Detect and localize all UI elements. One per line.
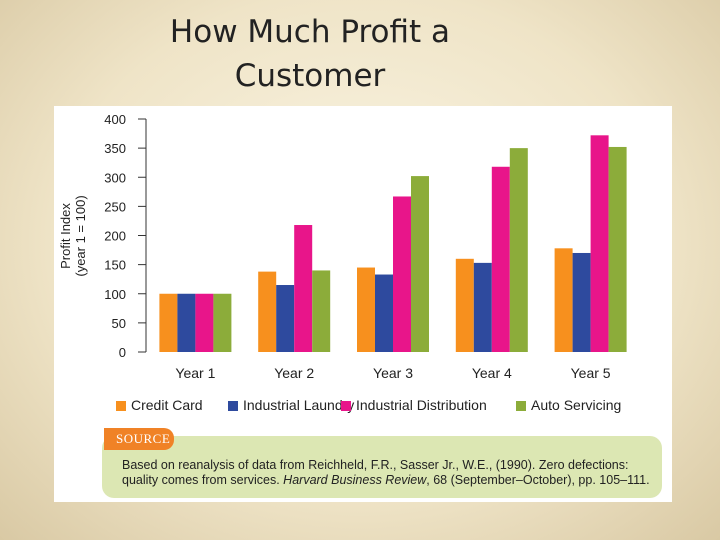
legend-label: Auto Servicing bbox=[531, 397, 622, 413]
y-tick-label: 250 bbox=[104, 199, 126, 214]
slide-title-line-1: How Much Profit a Customer bbox=[169, 14, 451, 94]
source-box bbox=[102, 436, 662, 498]
legend-swatch bbox=[516, 401, 526, 411]
legend-item: Auto Servicing bbox=[516, 397, 621, 413]
bar-industrial-distribution bbox=[590, 135, 609, 352]
bar-industrial-laundry bbox=[276, 285, 295, 352]
bar-auto-servicing bbox=[509, 148, 528, 352]
y-axis-subtitle: (year 1 = 100) bbox=[73, 195, 88, 276]
bar-industrial-distribution bbox=[491, 166, 510, 352]
legend-item: Credit Card bbox=[116, 397, 203, 413]
y-axis-title: Profit Index bbox=[58, 203, 73, 269]
bar-credit-card bbox=[455, 258, 474, 352]
bar-auto-servicing bbox=[411, 176, 429, 352]
source-text-end: , 68 (September–October), pp. 105–111. bbox=[426, 473, 650, 487]
bar-industrial-laundry bbox=[375, 274, 393, 352]
x-tick-label: Year 2 bbox=[274, 365, 314, 381]
y-tick-label: 350 bbox=[104, 141, 126, 156]
bar-industrial-distribution bbox=[294, 225, 313, 352]
legend-swatch bbox=[228, 401, 238, 411]
bar-auto-servicing bbox=[608, 146, 627, 352]
y-tick-label: 200 bbox=[104, 229, 126, 244]
legend-swatch bbox=[116, 401, 126, 411]
y-tick-label: 400 bbox=[104, 112, 126, 127]
x-tick-label: Year 1 bbox=[175, 365, 215, 381]
bar-industrial-laundry bbox=[572, 252, 591, 352]
chart-legend: Credit Card Industrial Laundry Industrial … bbox=[116, 397, 656, 415]
bar-industrial-distribution bbox=[393, 196, 411, 352]
bar-credit-card bbox=[258, 271, 277, 352]
bar-credit-card bbox=[357, 267, 375, 352]
bar-industrial-distribution bbox=[195, 293, 214, 352]
bar-auto-servicing bbox=[312, 270, 331, 352]
source-label: SOURCE bbox=[104, 428, 174, 450]
legend-label: Credit Card bbox=[131, 397, 203, 413]
source-journal: Harvard Business Review bbox=[283, 473, 427, 487]
legend-item: Industrial Laundry bbox=[228, 397, 354, 413]
y-tick-label: 100 bbox=[104, 287, 126, 302]
x-tick-label: Year 4 bbox=[472, 365, 512, 381]
y-tick-label: 0 bbox=[119, 345, 126, 360]
bar-industrial-laundry bbox=[473, 262, 492, 352]
chart-panel: 0 50 100 150 200 250 300 350 400 Profit Index (yea… bbox=[54, 106, 672, 502]
legend-item: Industrial Distribution bbox=[341, 397, 487, 413]
bar-chart: 0 50 100 150 200 250 300 350 400 Profit Index (yea… bbox=[58, 112, 627, 381]
legend-label: Industrial Laundry bbox=[243, 397, 355, 413]
bar-credit-card bbox=[159, 293, 178, 352]
source-text-plain: Based on reanalysis of data from Reichhe… bbox=[122, 458, 629, 487]
legend-label: Industrial Distribution bbox=[356, 397, 487, 413]
legend-swatch bbox=[341, 401, 351, 411]
bar-credit-card bbox=[554, 248, 573, 352]
bar-auto-servicing bbox=[213, 293, 232, 352]
source-text: Based on reanalysis of data from Reichhe… bbox=[122, 458, 652, 488]
x-tick-label: Year 3 bbox=[373, 365, 413, 381]
y-tick-label: 150 bbox=[104, 258, 126, 273]
bar-industrial-laundry bbox=[177, 293, 196, 352]
x-tick-label: Year 5 bbox=[571, 365, 611, 381]
y-tick-label: 50 bbox=[112, 316, 126, 331]
y-tick-label: 300 bbox=[104, 170, 126, 185]
